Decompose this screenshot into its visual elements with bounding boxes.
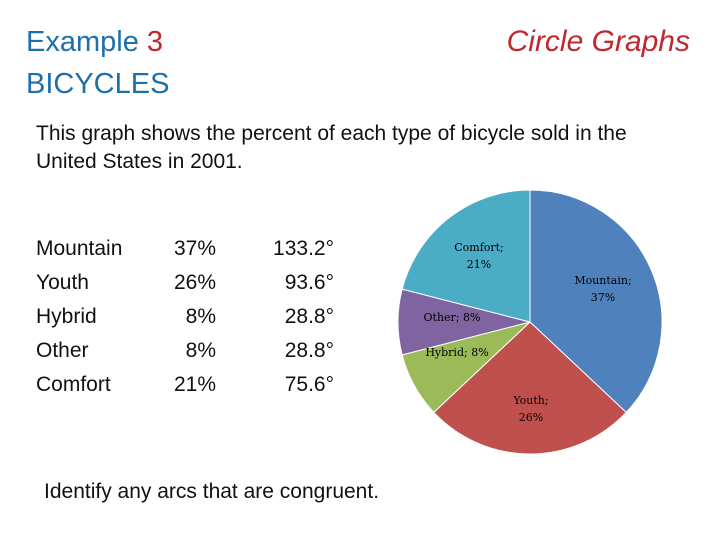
slice-label-mountain: Mountain; 37% [574,274,631,304]
percent-value: 8% [185,305,216,328]
slice-label-comfort: Comfort; 21% [454,241,504,271]
type-name: Other [36,339,89,362]
slice-label-other: Other; 8% [424,311,481,324]
example-label: Example [26,26,139,58]
example-number: 3 [146,26,164,58]
pie-slice-mountain [529,189,663,414]
degree-value: 75.6° [284,373,334,396]
percent-value: 21% [173,373,216,396]
example-title: Example 3 [26,22,163,62]
degree-value: 93.6° [284,271,334,294]
bicycle-type-column: Mountain Youth Hybrid Other Comfort [36,232,122,402]
degree-value: 28.8° [284,339,334,362]
type-name: Mountain [36,237,123,260]
percent-value: 37% [173,237,216,260]
type-name: Youth [36,271,89,294]
degree-column: 133.2° 93.6° 28.8° 28.8° 75.6° [266,232,334,402]
percent-value: 26% [173,271,216,294]
pie-slice-youth [433,321,627,455]
percent-column: 37% 26% 8% 8% 21% [166,232,216,402]
type-name: Hybrid [36,305,97,328]
pie-slice-comfort [401,189,531,323]
degree-value: 28.8° [284,305,334,328]
slice-label-hybrid: Hybrid; 8% [425,346,488,359]
slice-label-youth: Youth; 26% [512,394,548,424]
type-name: Comfort [36,373,111,396]
question-text: Identify any arcs that are congruent. [44,480,380,503]
description-text: This graph shows the percent of each typ… [36,122,627,173]
degree-value: 133.2° [273,237,334,260]
example-subtitle: BICYCLES [26,68,170,100]
topic-title: Circle Graphs [506,25,690,58]
percent-value: 8% [185,339,216,362]
